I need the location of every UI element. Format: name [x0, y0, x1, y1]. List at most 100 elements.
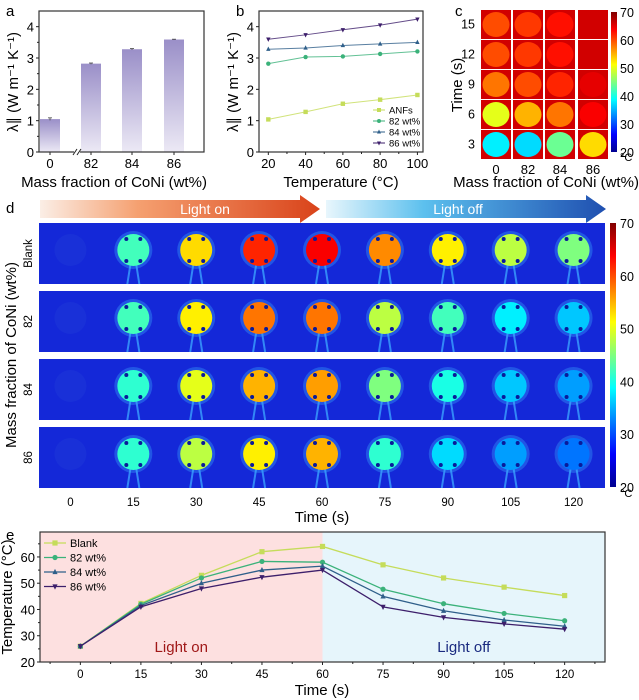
ir-sample-hole	[501, 305, 506, 309]
marker-circle	[440, 601, 447, 607]
ir-sample-hole	[124, 373, 129, 377]
ir-sample-disc	[579, 102, 607, 127]
ir-sample-hole	[564, 259, 569, 263]
legend-label: 86 wt%	[389, 139, 421, 150]
ir-sample-stem	[440, 332, 455, 353]
ir-sample-disc	[546, 72, 574, 97]
ir-sample-stem	[126, 468, 141, 489]
ir-sample-stem	[252, 468, 267, 489]
y-tick-label: 3	[247, 51, 254, 66]
ir-sample-hole	[375, 441, 380, 445]
ir-sample-hole	[201, 305, 206, 309]
ir-sample-stem	[377, 332, 392, 353]
y-tick-label: 4	[27, 20, 34, 35]
ir-sample-disc	[546, 102, 574, 127]
y-axis-label: Mass fraction of CoNi (wt%)	[3, 262, 20, 448]
ir-sample-hole	[375, 395, 380, 399]
ir-sample-disc	[579, 72, 607, 97]
ir-sample-hole	[327, 259, 331, 263]
ir-sample-disc	[579, 42, 607, 67]
ir-sample	[368, 302, 401, 334]
ir-sample-hole	[375, 237, 380, 241]
marker-triangle-down	[415, 17, 420, 22]
ir-sample	[117, 438, 150, 470]
marker-square	[340, 101, 346, 106]
y-tick-label: 1	[247, 114, 254, 129]
ir-sample-stem	[503, 332, 518, 353]
ir-sample-disc	[482, 132, 510, 157]
y-tick-label: 12	[461, 48, 475, 62]
x-tick-label: 90	[441, 497, 454, 509]
ir-sample-hole	[452, 373, 457, 377]
ir-sample-hole	[201, 395, 206, 399]
marker-circle	[266, 61, 271, 66]
ir-sample-hole	[187, 441, 192, 445]
ir-sample	[243, 370, 276, 402]
axis-break-mark	[76, 148, 82, 156]
ir-sample-hole	[452, 327, 457, 331]
marker-square	[440, 575, 447, 581]
marker-circle	[377, 119, 381, 123]
ir-sample-hole	[124, 395, 129, 399]
marker-circle	[303, 54, 308, 60]
ir-sample-hole	[375, 463, 380, 467]
y-tick-label: 50	[21, 576, 35, 591]
light-on-arrow	[40, 195, 320, 223]
ir-sample-ghost	[54, 234, 87, 266]
marker-triangle-down	[198, 586, 205, 592]
colorbar-unit: °C	[620, 152, 632, 164]
ir-sample	[557, 438, 590, 470]
x-tick-label: 20	[261, 156, 275, 171]
ir-sample-hole	[515, 373, 520, 377]
series-86-wt-	[77, 567, 568, 650]
marker-triangle-up	[340, 42, 346, 48]
region-light-on	[40, 532, 323, 662]
marker-circle	[377, 51, 383, 57]
ir-sample-hole	[578, 327, 583, 331]
ir-sample-hole	[564, 305, 569, 309]
marker-circle	[415, 49, 420, 54]
ir-sample-stem	[126, 332, 141, 353]
ir-sample-hole	[389, 373, 394, 377]
ir-sample-stem	[315, 468, 329, 489]
ir-sample	[431, 234, 464, 266]
ir-sample-hole	[501, 237, 506, 241]
legend-label: 86 wt%	[70, 582, 106, 594]
y-tick-label: 15	[461, 18, 475, 32]
y-tick-label: 40	[21, 602, 35, 617]
panel-label: c	[455, 3, 463, 20]
ir-sample-stem	[126, 264, 141, 285]
ir-sample	[368, 370, 401, 402]
ir-sample-hole	[515, 463, 520, 467]
ir-sample-ghost	[54, 370, 87, 402]
ir-sample-disc	[514, 42, 542, 67]
colorbar	[611, 12, 617, 152]
ir-sample	[494, 234, 527, 266]
y-axis-label: Temperature (°C)	[0, 539, 16, 654]
ir-sample-hole	[578, 259, 583, 263]
ir-sample	[306, 370, 338, 402]
ir-sample-hole	[515, 441, 520, 445]
light-on-annotation: Light on	[155, 639, 208, 656]
ir-sample-disc	[514, 132, 542, 157]
marker-triangle-up	[319, 563, 326, 569]
colorbar-tick-label: 60	[620, 270, 634, 284]
ir-sample-hole	[187, 373, 192, 377]
ir-sample-hole	[138, 327, 143, 331]
ir-sample-stem	[315, 400, 329, 421]
x-tick-label: 86	[586, 162, 600, 177]
legend-label: 84 wt%	[389, 128, 421, 139]
x-tick-label: 84	[125, 156, 139, 171]
ir-sample-hole	[201, 259, 206, 263]
y-tick-label: 1	[27, 114, 34, 129]
ir-sample-hole	[124, 463, 129, 467]
ir-sample	[306, 438, 338, 470]
ir-sample-stem	[566, 400, 581, 421]
ir-sample-stem	[252, 264, 267, 285]
y-tick-label: 30	[21, 629, 35, 644]
y-axis-label: Time (s)	[449, 58, 466, 112]
marker-circle	[562, 618, 568, 624]
colorbar-tick-label: 70	[620, 6, 634, 20]
